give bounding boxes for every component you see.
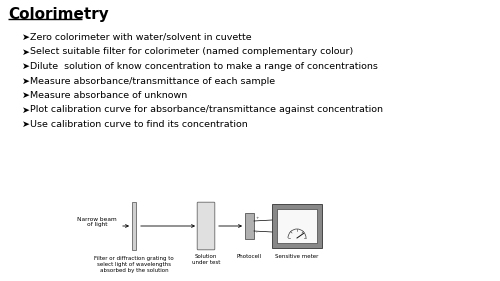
Text: Solution
under test: Solution under test bbox=[192, 254, 220, 265]
Bar bbox=[272, 204, 322, 248]
Text: Use calibration curve to find its concentration: Use calibration curve to find its concen… bbox=[30, 120, 248, 129]
Text: ➤: ➤ bbox=[22, 62, 30, 71]
Text: Plot calibration curve for absorbance/transmittance against concentration: Plot calibration curve for absorbance/tr… bbox=[30, 105, 383, 114]
Text: Colorimetry: Colorimetry bbox=[8, 7, 109, 22]
Text: ➤: ➤ bbox=[22, 47, 30, 56]
Bar bbox=[277, 209, 317, 243]
FancyBboxPatch shape bbox=[197, 202, 215, 250]
Text: Dilute  solution of know concentration to make a range of concentrations: Dilute solution of know concentration to… bbox=[30, 62, 378, 71]
Text: ➤: ➤ bbox=[22, 76, 30, 85]
Text: Select suitable filter for colorimeter (named complementary colour): Select suitable filter for colorimeter (… bbox=[30, 47, 353, 56]
Text: Filter or diffraction grating to
select light of wavelengths
absorbed by the sol: Filter or diffraction grating to select … bbox=[94, 256, 174, 273]
Text: ➤: ➤ bbox=[22, 120, 30, 129]
Text: Photocell: Photocell bbox=[236, 254, 262, 259]
Text: ➤: ➤ bbox=[22, 91, 30, 100]
Bar bbox=[245, 213, 254, 239]
Text: Measure absorbance/transmittance of each sample: Measure absorbance/transmittance of each… bbox=[30, 76, 275, 85]
Text: Sensitive meter: Sensitive meter bbox=[276, 254, 318, 259]
Text: Zero colorimeter with water/solvent in cuvette: Zero colorimeter with water/solvent in c… bbox=[30, 33, 252, 42]
Text: ➤: ➤ bbox=[22, 105, 30, 114]
Text: Measure absorbance of unknown: Measure absorbance of unknown bbox=[30, 91, 187, 100]
Bar bbox=[132, 202, 136, 250]
Text: +: + bbox=[256, 216, 260, 220]
Text: ➤: ➤ bbox=[22, 33, 30, 42]
Text: Narrow beam
of light: Narrow beam of light bbox=[77, 217, 117, 227]
Text: -: - bbox=[256, 230, 258, 234]
